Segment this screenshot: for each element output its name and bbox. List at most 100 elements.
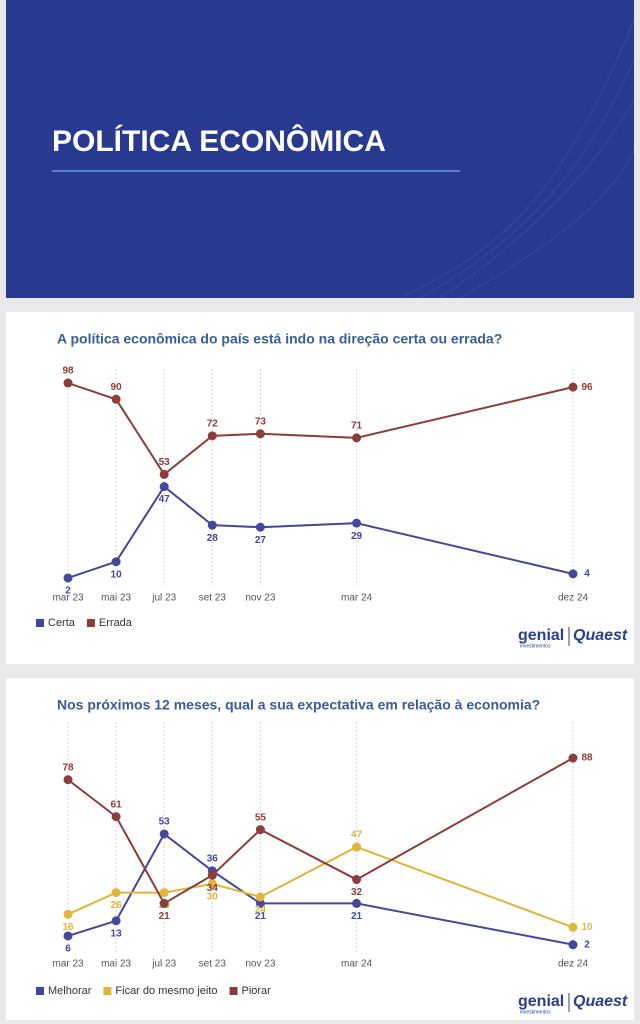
legend-swatch (36, 619, 44, 627)
x-tick-label: jul 23 (151, 959, 176, 970)
data-label: 28 (207, 533, 219, 544)
logo-brand: genial (518, 993, 564, 1010)
data-point (111, 888, 121, 898)
x-tick-label: nov 23 (245, 593, 275, 604)
header-title: POLÍTICA ECONÔMICA (52, 124, 386, 158)
logo-brand-sub: investimentos (520, 1009, 551, 1015)
data-point (568, 569, 578, 579)
data-point (568, 753, 578, 763)
data-point (568, 922, 578, 932)
legend-label: Errada (99, 617, 133, 629)
data-label: 21 (159, 911, 171, 922)
data-point (352, 433, 362, 443)
data-label: 29 (351, 531, 363, 542)
data-point (111, 812, 121, 822)
data-label: 34 (207, 883, 219, 894)
data-point (159, 482, 169, 492)
legend-label: Piorar (242, 985, 272, 997)
data-point (63, 909, 73, 919)
x-tick-label: set 23 (199, 593, 227, 604)
data-label: 24 (255, 905, 267, 916)
data-label: 53 (159, 457, 171, 468)
data-point (159, 469, 169, 479)
x-tick-label: mar 24 (341, 593, 373, 604)
legend-swatch (229, 987, 238, 995)
data-point (63, 775, 73, 785)
x-tick-label: jul 23 (151, 593, 176, 604)
data-point (568, 940, 578, 950)
data-point (255, 522, 265, 532)
data-label: 72 (207, 418, 219, 429)
legend-label: Certa (48, 617, 76, 629)
data-label: 47 (351, 830, 363, 841)
legend-label: Ficar do mesmo jeito (115, 985, 217, 997)
x-tick-label: nov 23 (245, 959, 275, 970)
data-label: 26 (111, 900, 123, 911)
data-label: 78 (62, 762, 74, 773)
data-label: 27 (255, 535, 267, 546)
data-label: 36 (207, 854, 219, 865)
header-waves (399, 19, 635, 299)
data-label: 21 (255, 911, 267, 922)
data-label: 55 (255, 812, 267, 823)
chart-title: A política econômica do país está indo n… (57, 331, 502, 347)
data-point (207, 879, 217, 889)
data-label: 21 (351, 911, 363, 922)
data-label: 98 (62, 366, 74, 377)
data-label: 10 (111, 569, 123, 580)
x-tick-label: dez 24 (558, 959, 588, 970)
data-point (352, 898, 362, 908)
data-label: 30 (207, 892, 219, 903)
data-point (207, 870, 217, 880)
data-point (159, 898, 169, 908)
data-label: 4 (584, 569, 590, 580)
data-point (159, 888, 169, 898)
data-point (111, 916, 121, 926)
data-point (111, 394, 121, 404)
data-point (255, 429, 265, 439)
logo-brand-sub: investimentos (520, 643, 551, 649)
x-tick-label: set 23 (199, 959, 227, 970)
data-label: 90 (111, 382, 123, 393)
data-point (207, 431, 217, 441)
data-point (63, 573, 73, 583)
data-label: 53 (159, 817, 171, 828)
data-point (255, 825, 265, 835)
data-label: 71 (351, 421, 363, 432)
legend-swatch (36, 987, 44, 995)
x-tick-label: mar 24 (341, 959, 373, 970)
data-label: 47 (159, 494, 171, 505)
chart-card (6, 678, 634, 1020)
x-tick-label: mar 23 (52, 959, 84, 970)
header-slide (6, 0, 634, 298)
chart-title: Nos próximos 12 meses, qual a sua expect… (57, 697, 540, 713)
data-label: 10 (581, 922, 593, 933)
logo-partner: Quaest (573, 627, 628, 644)
data-point (159, 829, 169, 839)
legend-swatch (103, 987, 112, 995)
data-point (63, 378, 73, 388)
x-tick-label: mai 23 (101, 593, 131, 604)
data-label: 61 (111, 799, 123, 810)
data-label: 88 (581, 753, 593, 764)
logo-partner: Quaest (573, 993, 628, 1010)
legend-label: Melhorar (48, 985, 92, 997)
x-tick-label: mai 23 (101, 959, 131, 970)
data-point (352, 842, 362, 852)
data-label: 96 (581, 382, 593, 393)
data-point (255, 898, 265, 908)
data-label: 2 (584, 939, 590, 950)
data-label: 6 (65, 944, 71, 955)
data-label: 13 (111, 928, 123, 939)
data-point (352, 875, 362, 885)
data-point (568, 382, 578, 392)
data-point (352, 518, 362, 528)
data-point (207, 520, 217, 530)
logo-brand: genial (518, 627, 564, 644)
legend-swatch (86, 619, 95, 627)
data-label: 73 (255, 416, 267, 427)
x-tick-label: mar 23 (52, 593, 84, 604)
data-label: 16 (62, 922, 74, 933)
data-label: 2 (65, 586, 71, 597)
